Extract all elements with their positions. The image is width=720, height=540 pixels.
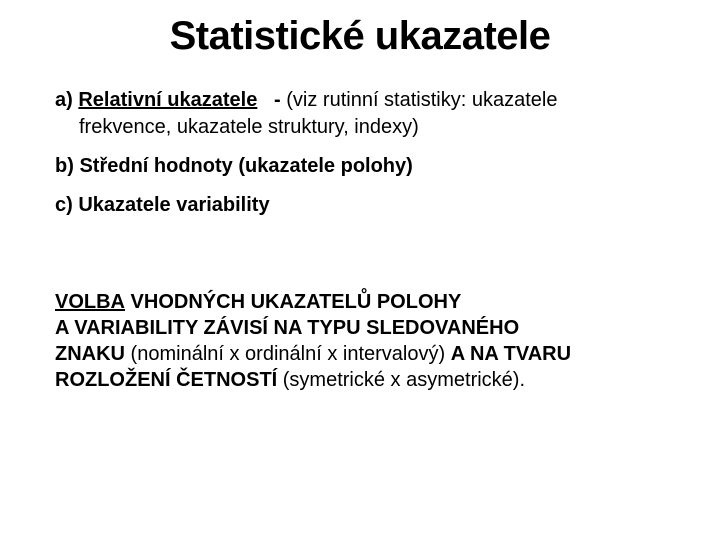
item-a-dash: - <box>274 89 281 111</box>
bottom-w7: (nominální x ordinální x intervalový) <box>125 343 451 365</box>
item-a-term: Relativní ukazatele <box>78 89 257 111</box>
bottom-w9: ROZLOŽENÍ ČETNOSTÍ <box>55 369 277 391</box>
bottom-paragraph: VOLBA VHODNÝCH UKAZATELŮ POLOHY A VARIAB… <box>55 289 665 393</box>
bottom-w5: SLEDOVANÉHO <box>361 317 520 339</box>
item-a-space <box>263 89 269 111</box>
list-item-b: b) Střední hodnoty (ukazatele polohy) <box>55 153 665 180</box>
list-item-c: c) Ukazatele variability <box>55 192 665 219</box>
item-b-label: b) <box>55 155 74 177</box>
item-c-label: c) <box>55 194 73 216</box>
bottom-w4: NA TYPU <box>274 317 361 339</box>
bottom-w1: VOLBA <box>55 291 125 313</box>
bottom-w3: A VARIABILITY ZÁVISÍ <box>55 317 274 339</box>
list-item-a: a) Relativní ukazatele - (viz rutinní st… <box>55 87 665 141</box>
item-a-tail1: (viz rutinní statistiky: ukazatele <box>286 89 557 111</box>
page-title: Statistické ukazatele <box>55 14 665 59</box>
item-b-text: Střední hodnoty (ukazatele polohy) <box>79 155 412 177</box>
item-a-tail2: frekvence, ukazatele struktury, indexy) <box>55 116 419 138</box>
bottom-w10: (symetrické x asymetrické). <box>277 369 525 391</box>
item-c-text: Ukazatele variability <box>78 194 269 216</box>
bottom-w2: VHODNÝCH UKAZATELŮ POLOHY <box>125 291 461 313</box>
bottom-w8: A NA TVARU <box>451 343 571 365</box>
item-a-label: a) <box>55 89 73 111</box>
bottom-w6: ZNAKU <box>55 343 125 365</box>
